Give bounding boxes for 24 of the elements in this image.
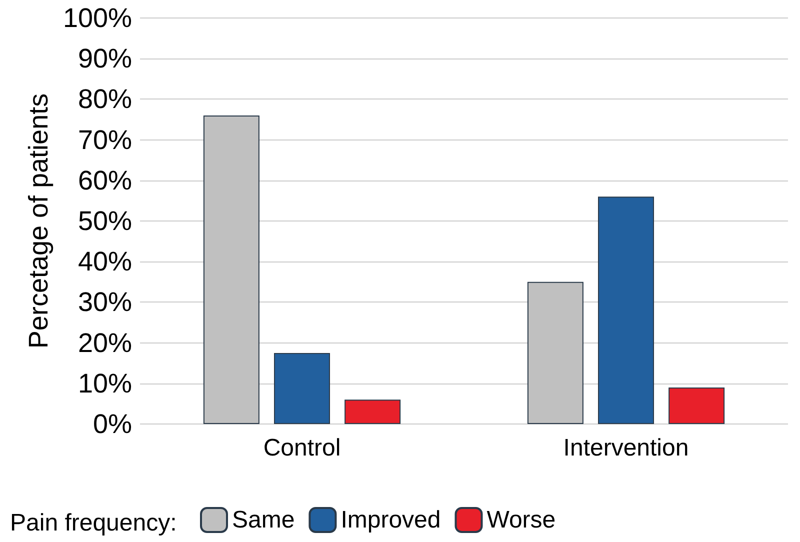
y-tick-label: 40% (78, 246, 132, 277)
legend-label: Improved (340, 506, 441, 534)
y-tick-label: 100% (62, 3, 132, 33)
y-tick-label: 20% (78, 328, 132, 358)
legend-label: Worse (486, 506, 556, 534)
y-axis-title: Percetage of patients (24, 93, 54, 349)
bar (203, 115, 260, 424)
y-tick-label: 70% (78, 124, 132, 155)
y-tick-label: 60% (78, 165, 132, 196)
y-tick-label: 0% (92, 409, 132, 439)
x-tick-label: Control (263, 434, 341, 462)
y-tick-label: 50% (78, 206, 132, 236)
bar (344, 400, 401, 424)
bar (598, 196, 654, 424)
y-tick-label: 80% (78, 84, 132, 114)
legend-title: Pain frequency: (10, 510, 177, 536)
y-tick-label: 30% (78, 287, 132, 318)
bar (527, 282, 584, 424)
y-tick-label: 90% (78, 44, 132, 74)
x-tick-label: Intervention (563, 434, 689, 462)
bar (274, 352, 330, 424)
y-tick-label: 10% (78, 368, 132, 398)
legend-label: Same (232, 506, 295, 534)
bar (668, 387, 725, 424)
